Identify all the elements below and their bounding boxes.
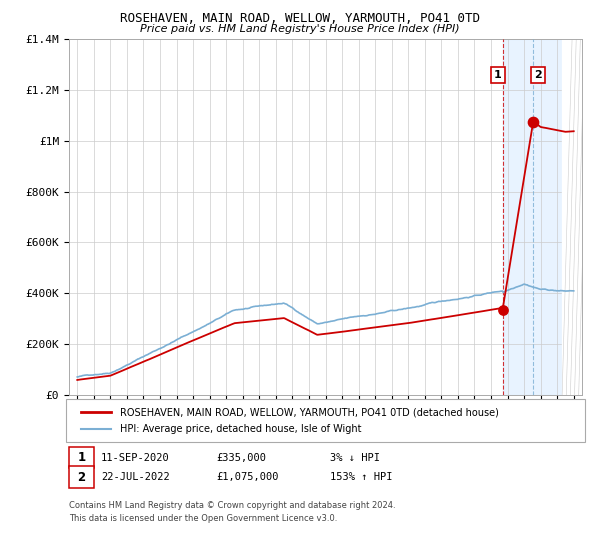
Text: 22-JUL-2022: 22-JUL-2022: [101, 472, 170, 482]
Text: £335,000: £335,000: [216, 452, 266, 463]
Text: 2: 2: [534, 70, 542, 80]
Text: 1: 1: [494, 70, 502, 80]
Text: 11-SEP-2020: 11-SEP-2020: [101, 452, 170, 463]
Bar: [503, 39, 562, 395]
Text: ROSEHAVEN, MAIN ROAD, WELLOW, YARMOUTH, PO41 0TD (detached house): ROSEHAVEN, MAIN ROAD, WELLOW, YARMOUTH, …: [120, 407, 499, 417]
Text: Price paid vs. HM Land Registry's House Price Index (HPI): Price paid vs. HM Land Registry's House …: [140, 24, 460, 34]
Text: 3% ↓ HPI: 3% ↓ HPI: [330, 452, 380, 463]
Text: 1: 1: [77, 451, 86, 464]
Text: HPI: Average price, detached house, Isle of Wight: HPI: Average price, detached house, Isle…: [120, 424, 361, 434]
Text: 153% ↑ HPI: 153% ↑ HPI: [330, 472, 392, 482]
Text: Contains HM Land Registry data © Crown copyright and database right 2024.
This d: Contains HM Land Registry data © Crown c…: [69, 501, 395, 522]
Point: [529, 117, 538, 126]
Point: [498, 305, 508, 314]
Text: £1,075,000: £1,075,000: [216, 472, 278, 482]
Text: ROSEHAVEN, MAIN ROAD, WELLOW, YARMOUTH, PO41 0TD: ROSEHAVEN, MAIN ROAD, WELLOW, YARMOUTH, …: [120, 12, 480, 25]
Text: 2: 2: [77, 470, 86, 484]
